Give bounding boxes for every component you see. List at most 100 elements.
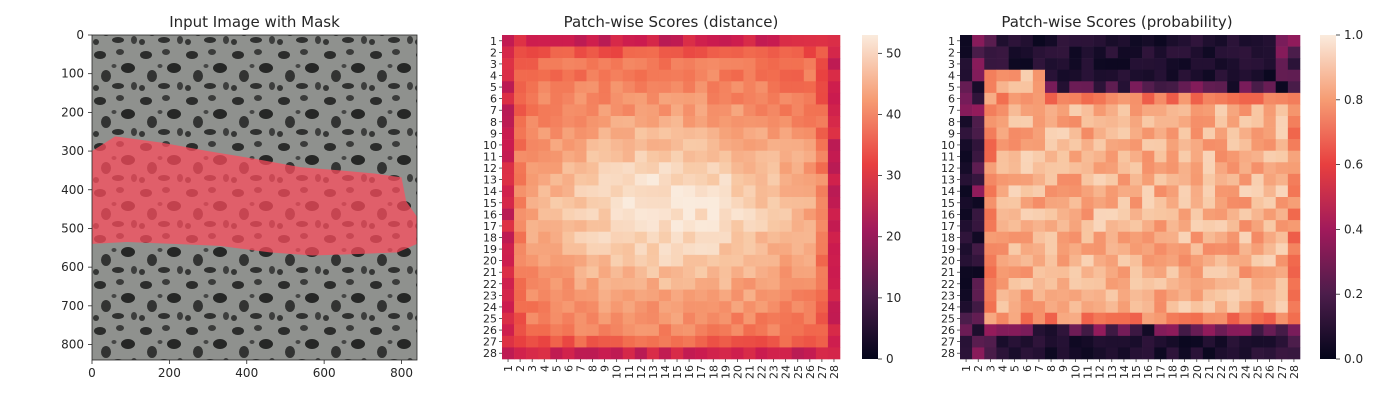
heatmap-cell: [634, 278, 648, 290]
heatmap-cell: [1239, 46, 1252, 59]
heatmap-cell: [803, 312, 817, 325]
heatmap-cell: [1154, 208, 1167, 221]
col-label: 16: [1142, 365, 1155, 379]
heatmap-cell: [1069, 35, 1082, 47]
heatmap-cell: [1251, 312, 1264, 325]
heatmap-cell: [1166, 81, 1179, 94]
heatmap-cell: [984, 324, 997, 337]
heatmap-cell: [1069, 254, 1082, 267]
heatmap-cell: [1202, 324, 1216, 337]
heatmap-cell: [815, 254, 829, 267]
heatmap-cell: [634, 35, 648, 47]
heatmap-cell: [1251, 81, 1264, 94]
heatmap-cell: [1227, 243, 1240, 256]
heatmap-cell: [1190, 347, 1204, 360]
heatmap-cell: [502, 312, 515, 325]
heatmap-cell: [1215, 208, 1228, 221]
heatmap-cell: [984, 185, 997, 198]
heatmap-cell: [1178, 173, 1192, 186]
heatmap-cell: [1069, 335, 1082, 348]
heatmap-cell: [1057, 150, 1070, 163]
heatmap-cell: [984, 243, 997, 256]
heatmap-cell: [1190, 46, 1204, 59]
heatmap-cell: [984, 127, 997, 140]
heatmap-cell: [767, 347, 780, 360]
heatmap-cell: [960, 197, 973, 209]
heatmap-cell: [972, 81, 985, 94]
heatmap-cell: [743, 104, 756, 117]
heatmap-cell: [1178, 197, 1192, 209]
heatmap-cell: [671, 289, 684, 302]
heatmap-cell: [1263, 231, 1277, 244]
col-label: 26: [1264, 365, 1277, 379]
heatmap-cell: [1178, 289, 1192, 302]
heatmap-cell: [719, 278, 732, 290]
heatmap-cell: [1045, 35, 1058, 47]
row-label: 25: [941, 313, 955, 326]
probability-heatmap-cells: [960, 35, 1301, 360]
heatmap-cell: [1032, 139, 1046, 152]
heatmap-cell: [1202, 92, 1216, 105]
col-label: 2: [972, 365, 985, 372]
heatmap-cell: [695, 220, 708, 233]
heatmap-cell: [1117, 197, 1131, 209]
heatmap-cell: [1202, 69, 1216, 82]
heatmap-cell: [610, 150, 624, 163]
row-label: 13: [483, 174, 497, 187]
heatmap-cell: [1190, 197, 1204, 209]
heatmap-cell: [743, 254, 756, 267]
heatmap-cell: [634, 243, 648, 256]
heatmap-cell: [574, 278, 587, 290]
heatmap-cell: [984, 104, 997, 117]
heatmap-cell: [1081, 324, 1094, 337]
heatmap-cell: [767, 58, 780, 71]
heatmap-cell: [827, 150, 841, 163]
heatmap-cell: [1142, 46, 1155, 59]
heatmap-cell: [731, 104, 744, 117]
heatmap-cell: [1105, 150, 1119, 163]
heatmap-cell: [634, 231, 648, 244]
heatmap-cell: [646, 208, 660, 221]
heatmap-cell: [1105, 92, 1119, 105]
heatmap-cell: [1008, 278, 1022, 290]
heatmap-cell: [502, 208, 515, 221]
heatmap-cell: [972, 312, 985, 325]
heatmap-cell: [1057, 173, 1070, 186]
heatmap-cell: [755, 254, 768, 267]
heatmap-cell: [514, 312, 527, 325]
heatmap-cell: [1287, 231, 1301, 244]
heatmap-cell: [996, 220, 1009, 233]
heatmap-cell: [586, 324, 599, 337]
col-label: 15: [671, 365, 684, 379]
heatmap-cell: [731, 301, 744, 314]
heatmap-cell: [1166, 347, 1179, 360]
heatmap-cell: [1057, 197, 1070, 209]
heatmap-cell: [815, 162, 829, 175]
heatmap-cell: [1105, 81, 1119, 94]
heatmap-cell: [622, 81, 636, 94]
heatmap-cell: [562, 92, 575, 105]
heatmap-cell: [562, 208, 575, 221]
heatmap-cell: [707, 92, 720, 105]
heatmap-cell: [1166, 220, 1179, 233]
heatmap-cell: [1202, 231, 1216, 244]
row-label: 1: [948, 35, 955, 48]
heatmap-cell: [791, 46, 805, 59]
heatmap-cell: [996, 92, 1009, 105]
row-label: 11: [483, 151, 497, 164]
heatmap-cell: [683, 231, 696, 244]
heatmap-cell: [574, 150, 587, 163]
heatmap-cell: [1130, 69, 1143, 82]
heatmap-cell: [707, 208, 720, 221]
heatmap-cell: [1190, 92, 1204, 105]
heatmap-cell: [803, 127, 817, 140]
heatmap-cell: [550, 185, 563, 198]
heatmap-cell: [671, 254, 684, 267]
heatmap-cell: [586, 139, 599, 152]
heatmap-cell: [610, 185, 624, 198]
heatmap-cell: [1117, 139, 1131, 152]
heatmap-cell: [1178, 162, 1192, 175]
heatmap-cell: [1287, 150, 1301, 163]
heatmap-cell: [1251, 173, 1264, 186]
heatmap-cell: [996, 127, 1009, 140]
